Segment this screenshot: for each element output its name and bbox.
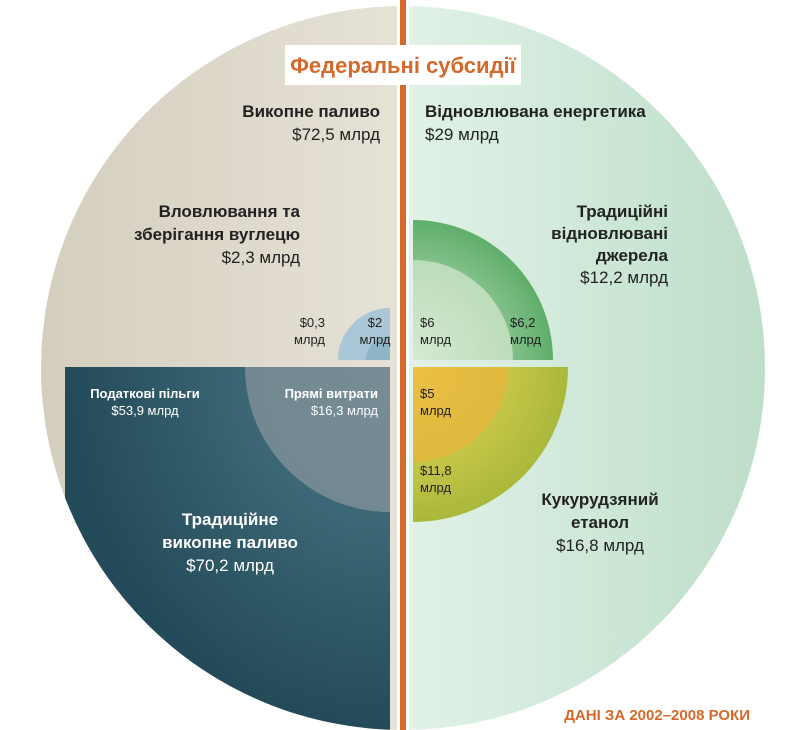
label-name: викопне паливо (162, 533, 298, 552)
label-amount: $12,2 млрд (580, 268, 668, 287)
label-amount: $70,2 млрд (186, 556, 274, 575)
label-name: Прямі витрати (285, 386, 378, 401)
label-name: Викопне паливо (242, 102, 380, 121)
label-amount: $16,3 млрд (311, 403, 379, 418)
label-amount: млрд (420, 480, 451, 495)
direct-spending (245, 367, 390, 512)
label-amount: $2,3 млрд (222, 248, 300, 267)
label-name: Традиційне (182, 510, 278, 529)
label-amount: $29 млрд (425, 125, 499, 144)
label-amount: $11,8 (420, 463, 452, 478)
label-amount: $6,2 (510, 315, 535, 330)
label-amount: млрд (294, 332, 325, 347)
label-amount: млрд (420, 403, 451, 418)
label-amount: $72,5 млрд (292, 125, 380, 144)
label-name: етанол (571, 513, 629, 532)
label-name: Відновлювана енергетика (425, 102, 646, 121)
renewables-inner (413, 260, 513, 360)
label-name: джерела (596, 246, 669, 265)
labels: Викопне паливо $72,5 млрд Вловлювання та зб… (90, 102, 668, 575)
ccs-inner (366, 336, 390, 360)
label-amount: $6 (420, 315, 434, 330)
ethanol-inner (413, 367, 508, 462)
label-amount: $2 (368, 315, 382, 330)
label-name: Вловлювання та (159, 202, 301, 221)
label-amount: $16,8 млрд (556, 536, 644, 555)
label-name: Традиційні (577, 202, 668, 221)
label-amount: $0,3 (300, 315, 325, 330)
label-name: відновлювані (551, 224, 668, 243)
source-note: ДАНІ ЗА 2002–2008 РОКИ (564, 707, 750, 724)
label-amount: млрд (420, 332, 451, 347)
title-box (285, 45, 521, 85)
label-amount: млрд (510, 332, 541, 347)
label-name: Податкові пільги (90, 386, 200, 401)
divider (400, 0, 406, 730)
label-amount: млрд (359, 332, 390, 347)
label-amount: $5 (420, 386, 434, 401)
label-name: Кукурудзяний (541, 490, 658, 509)
label-name: зберігання вуглецю (134, 225, 300, 244)
title: Федеральні субсидії (290, 53, 517, 78)
label-amount: $53,9 млрд (111, 403, 179, 418)
